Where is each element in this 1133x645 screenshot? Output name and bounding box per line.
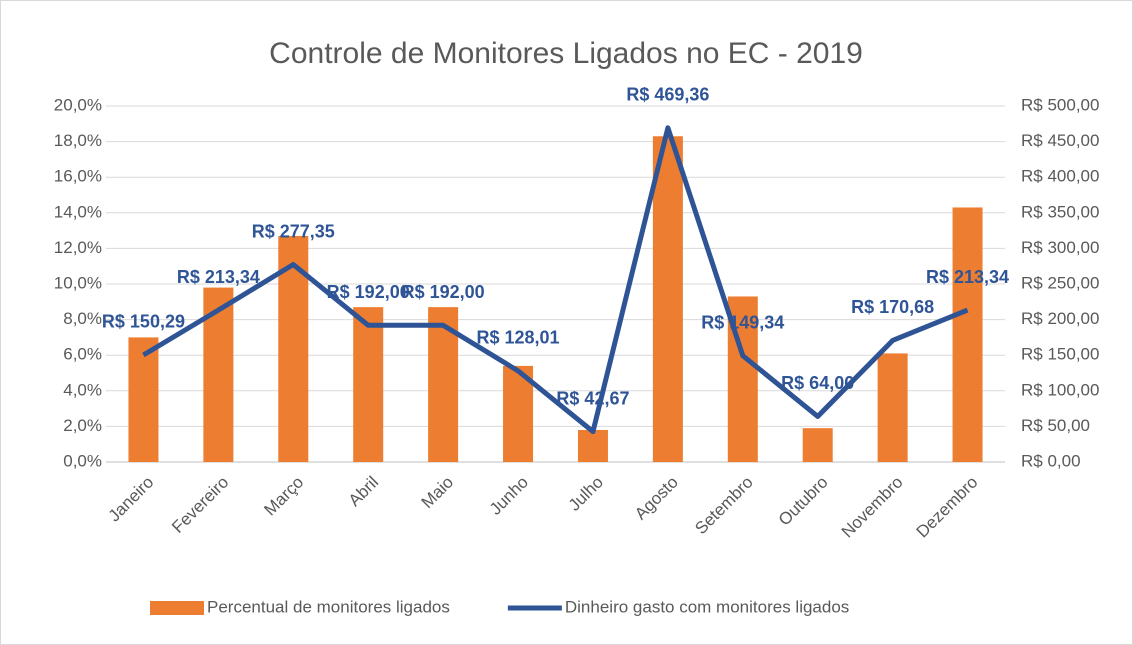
y2-tick-label: R$ 200,00 <box>1021 309 1099 328</box>
chart-title: Controle de Monitores Ligados no EC - 20… <box>269 37 863 70</box>
bar <box>652 136 683 462</box>
data-label: R$ 149,34 <box>701 312 784 332</box>
data-label: R$ 192,00 <box>327 282 410 302</box>
y-tick-label: 2,0% <box>63 416 102 435</box>
legend-label: Percentual de monitores ligados <box>207 597 450 616</box>
y-tick-label: 20,0% <box>54 95 102 114</box>
y2-tick-label: R$ 50,00 <box>1021 416 1090 435</box>
data-label: R$ 277,35 <box>252 221 335 241</box>
y-tick-label: 12,0% <box>54 238 102 257</box>
line <box>142 125 969 435</box>
y-tick-label: 6,0% <box>63 345 102 364</box>
bar <box>877 353 908 462</box>
y-tick-label: 0,0% <box>63 451 102 470</box>
data-label: R$ 150,29 <box>102 312 185 332</box>
y-tick-label: 10,0% <box>54 273 102 292</box>
bar <box>353 307 384 462</box>
y-tick-label: 8,0% <box>63 309 102 328</box>
y2-tick-label: R$ 400,00 <box>1021 167 1099 186</box>
y-tick-label: 18,0% <box>54 131 102 150</box>
data-label: R$ 213,34 <box>177 267 260 287</box>
y2-tick-label: R$ 0,00 <box>1021 451 1081 470</box>
data-label: R$ 469,36 <box>626 85 709 105</box>
data-label: R$ 192,00 <box>402 282 485 302</box>
data-label: R$ 213,34 <box>926 267 1009 287</box>
legend-swatch <box>150 601 204 615</box>
y2-tick-label: R$ 500,00 <box>1021 95 1099 114</box>
y2-tick-label: R$ 300,00 <box>1021 238 1099 257</box>
y2-tick-label: R$ 100,00 <box>1021 380 1099 399</box>
data-label: R$ 64,00 <box>781 373 854 393</box>
bar <box>952 207 983 462</box>
bar <box>802 428 833 462</box>
y2-tick-label: R$ 450,00 <box>1021 131 1099 150</box>
y-tick-label: 4,0% <box>63 380 102 399</box>
bar <box>577 429 608 462</box>
y2-tick-label: R$ 150,00 <box>1021 345 1099 364</box>
y2-tick-label: R$ 250,00 <box>1021 273 1099 292</box>
y-tick-label: 16,0% <box>54 167 102 186</box>
data-label: R$ 170,68 <box>851 297 934 317</box>
data-label: R$ 128,01 <box>477 328 560 348</box>
data-label: R$ 42,67 <box>556 388 629 408</box>
y2-tick-label: R$ 350,00 <box>1021 202 1099 221</box>
legend-label: Dinheiro gasto com monitores ligados <box>565 597 849 616</box>
bar <box>128 337 159 462</box>
y-tick-label: 14,0% <box>54 202 102 221</box>
